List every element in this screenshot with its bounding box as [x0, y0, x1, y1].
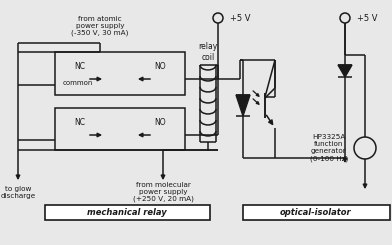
Text: relay
coil: relay coil — [198, 42, 218, 62]
Polygon shape — [338, 65, 352, 77]
Circle shape — [213, 13, 223, 23]
Text: NO: NO — [154, 118, 166, 126]
Text: NO: NO — [154, 61, 166, 71]
Text: NC: NC — [74, 61, 85, 71]
Polygon shape — [236, 95, 250, 116]
Bar — [55, 52, 185, 95]
Text: to glow
discharge: to glow discharge — [0, 185, 36, 198]
Text: from atomic
power supply
(-350 V, 30 mA): from atomic power supply (-350 V, 30 mA) — [71, 16, 129, 36]
Bar — [45, 205, 210, 220]
Text: optical-isolator: optical-isolator — [280, 208, 352, 217]
Circle shape — [340, 13, 350, 23]
Text: from molecular
power supply
(+250 V, 20 mA): from molecular power supply (+250 V, 20 … — [132, 182, 193, 202]
Text: NC: NC — [74, 118, 85, 126]
Bar — [243, 205, 390, 220]
Circle shape — [354, 137, 376, 159]
Text: mechanical relay: mechanical relay — [87, 208, 167, 217]
Text: common: common — [63, 80, 93, 86]
Text: +5 V: +5 V — [230, 13, 250, 23]
Text: +5 V: +5 V — [357, 13, 377, 23]
Text: HP3325A
function
generator
(0-100 Hz): HP3325A function generator (0-100 Hz) — [310, 134, 348, 162]
Bar — [55, 108, 185, 150]
